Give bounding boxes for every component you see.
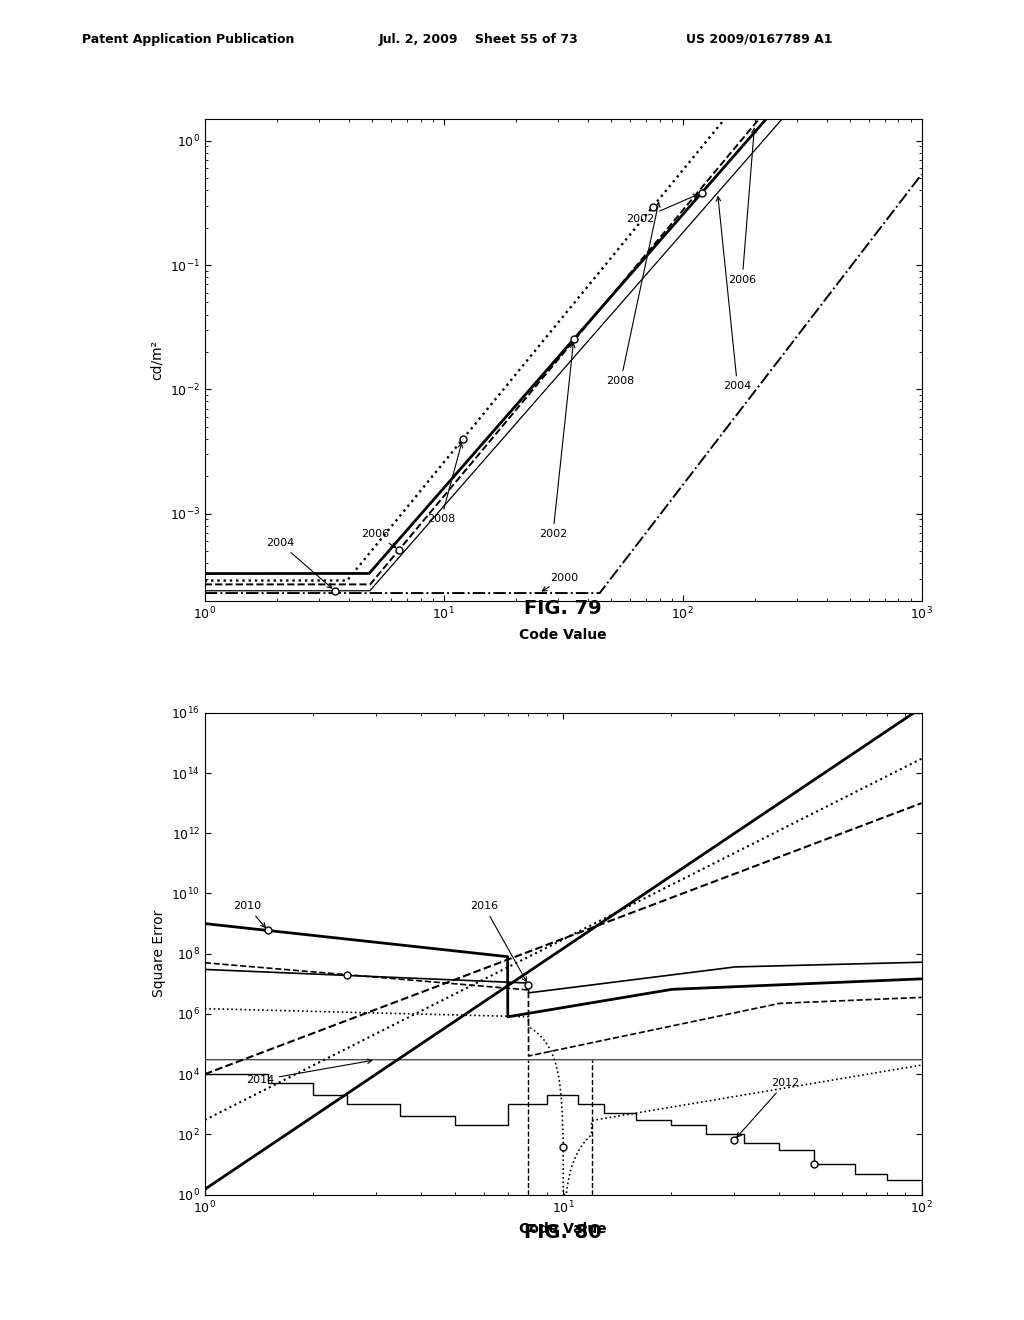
Text: 2006: 2006 bbox=[728, 128, 757, 285]
Text: FIG. 80: FIG. 80 bbox=[524, 1224, 602, 1242]
Text: 2010: 2010 bbox=[233, 902, 265, 928]
Text: 2002: 2002 bbox=[626, 194, 698, 224]
Text: Jul. 2, 2009    Sheet 55 of 73: Jul. 2, 2009 Sheet 55 of 73 bbox=[379, 33, 579, 46]
Text: 2004: 2004 bbox=[266, 539, 332, 589]
Text: FIG. 79: FIG. 79 bbox=[524, 599, 602, 618]
Text: 2008: 2008 bbox=[427, 444, 463, 524]
Y-axis label: Square Error: Square Error bbox=[152, 909, 166, 998]
Y-axis label: cd/m²: cd/m² bbox=[151, 339, 164, 380]
Text: 2016: 2016 bbox=[470, 902, 526, 982]
Text: 2008: 2008 bbox=[606, 202, 659, 387]
Text: Patent Application Publication: Patent Application Publication bbox=[82, 33, 294, 46]
X-axis label: Code Value: Code Value bbox=[519, 627, 607, 642]
Text: 2014: 2014 bbox=[246, 1059, 372, 1085]
Text: 2000: 2000 bbox=[543, 573, 579, 591]
Text: 2002: 2002 bbox=[539, 343, 575, 539]
Text: 2012: 2012 bbox=[737, 1078, 800, 1137]
Text: 2004: 2004 bbox=[716, 197, 752, 391]
X-axis label: Code Value: Code Value bbox=[519, 1221, 607, 1236]
Text: US 2009/0167789 A1: US 2009/0167789 A1 bbox=[686, 33, 833, 46]
Text: 2006: 2006 bbox=[360, 529, 395, 548]
